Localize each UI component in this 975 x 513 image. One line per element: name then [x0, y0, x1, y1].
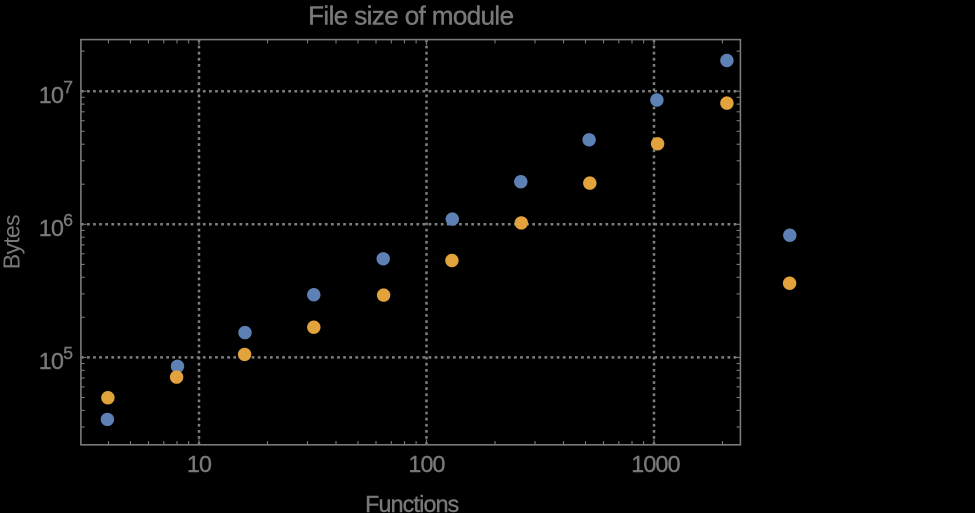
svg-text:File size of module: File size of module [308, 0, 513, 30]
svg-text:Functions: Functions [365, 491, 459, 513]
svg-text:105: 105 [39, 343, 73, 374]
svg-text:1000: 1000 [631, 451, 679, 477]
svg-text:10: 10 [187, 451, 211, 477]
svg-text:Bytes: Bytes [0, 215, 25, 269]
svg-text:106: 106 [39, 210, 73, 241]
svg-text:107: 107 [39, 77, 73, 108]
svg-text:100: 100 [408, 451, 444, 477]
